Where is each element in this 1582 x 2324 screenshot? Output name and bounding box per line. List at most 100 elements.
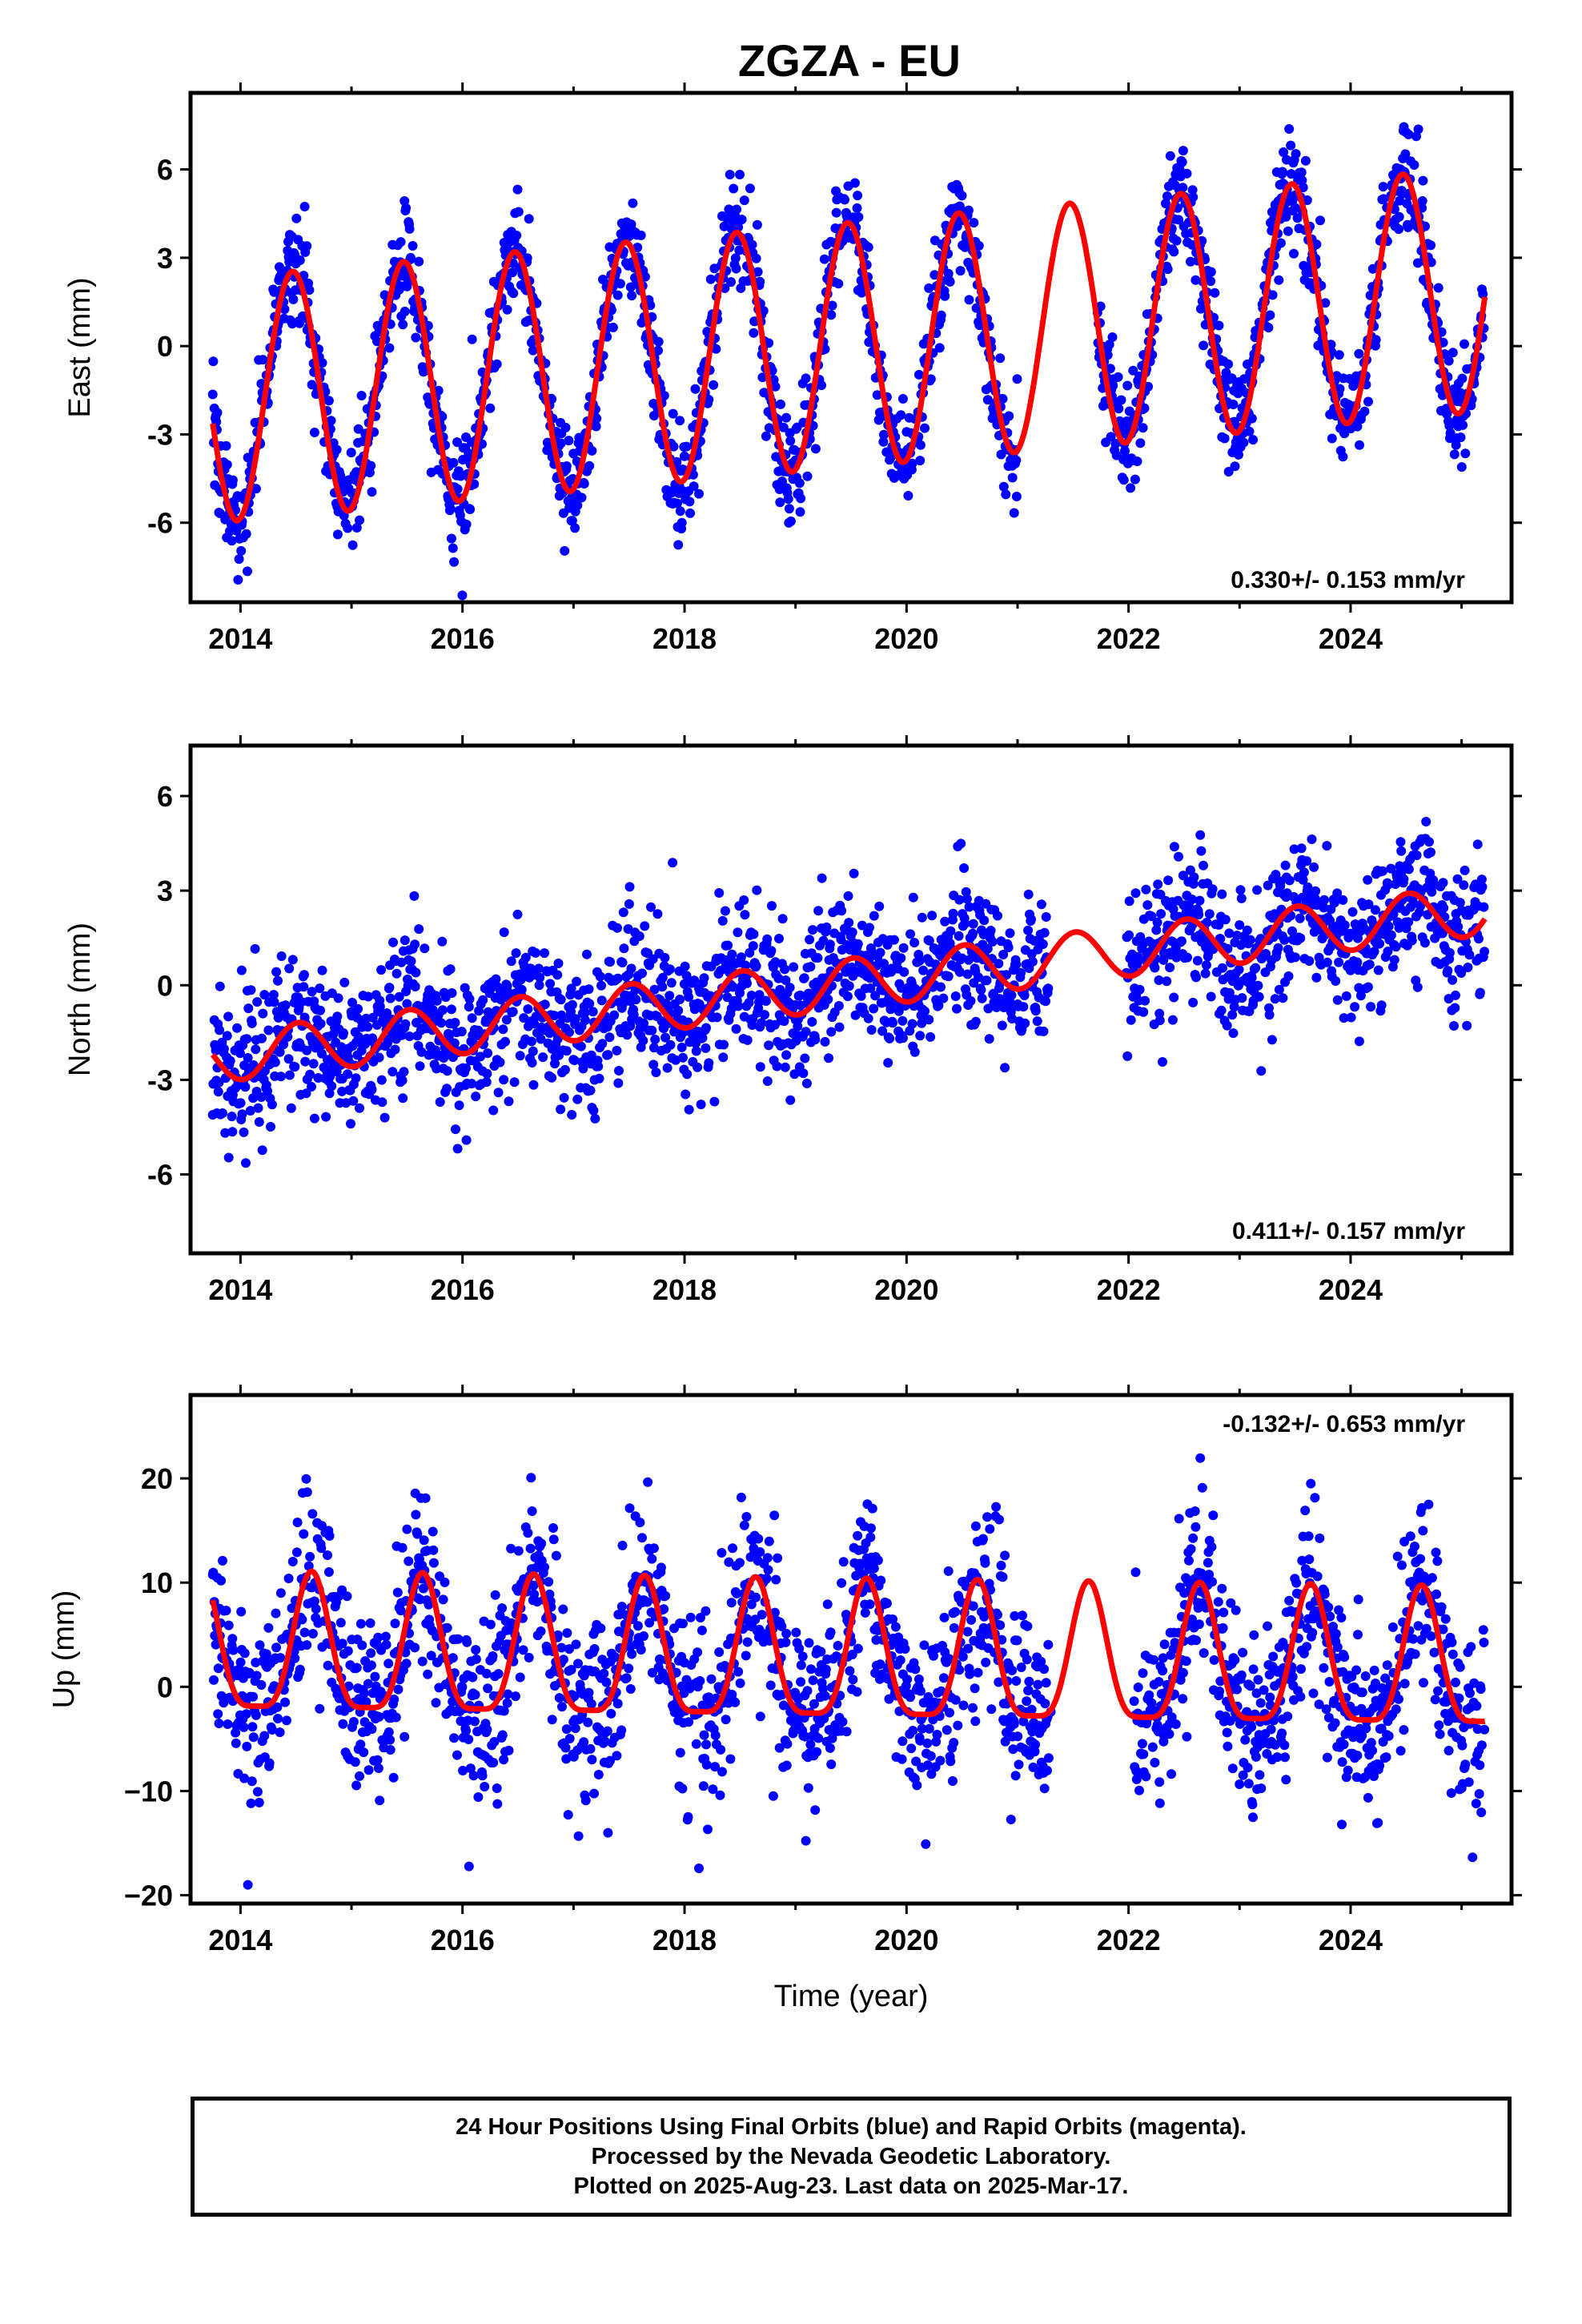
data-point xyxy=(540,1562,549,1572)
data-point xyxy=(805,962,816,972)
data-point xyxy=(544,1577,554,1587)
data-point xyxy=(1394,224,1404,235)
data-point xyxy=(268,990,279,1000)
data-point xyxy=(420,943,430,954)
data-point xyxy=(1403,864,1414,875)
data-point xyxy=(1191,275,1201,285)
data-point xyxy=(943,971,954,982)
data-point xyxy=(1327,433,1337,444)
data-point xyxy=(253,1103,263,1113)
data-point xyxy=(385,993,396,1003)
data-point xyxy=(287,955,298,965)
data-point xyxy=(440,1577,450,1587)
data-point xyxy=(240,1082,251,1092)
data-point xyxy=(601,1677,612,1687)
data-point xyxy=(400,935,410,946)
data-point xyxy=(301,1474,311,1484)
data-point xyxy=(239,1722,249,1732)
data-point xyxy=(227,1634,238,1644)
data-point xyxy=(760,1010,769,1020)
data-point xyxy=(1283,971,1294,981)
data-point xyxy=(898,943,909,953)
data-point xyxy=(849,178,860,188)
data-point xyxy=(254,1797,264,1807)
data-point xyxy=(747,239,757,250)
data-point xyxy=(461,1063,471,1073)
data-point xyxy=(504,1096,514,1107)
data-point xyxy=(1389,955,1399,965)
data-point xyxy=(1459,880,1469,891)
data-point xyxy=(536,1034,546,1044)
data-point xyxy=(585,1743,596,1754)
data-point xyxy=(1186,256,1195,267)
data-point xyxy=(1407,935,1417,946)
data-point xyxy=(762,934,773,944)
data-point xyxy=(428,1545,439,1555)
data-point xyxy=(258,1008,268,1019)
data-point xyxy=(591,421,601,432)
data-point xyxy=(1152,917,1162,927)
east-y-axis-label: East (mm) xyxy=(63,277,97,417)
data-point xyxy=(963,205,974,215)
data-point xyxy=(445,504,456,514)
data-point xyxy=(745,183,755,194)
data-point xyxy=(684,1104,694,1115)
data-point xyxy=(350,1757,360,1767)
data-point xyxy=(557,1702,567,1712)
data-point xyxy=(311,1604,321,1614)
data-point xyxy=(1165,963,1175,973)
data-point xyxy=(1116,395,1126,405)
data-point xyxy=(275,1727,285,1738)
data-point xyxy=(1338,452,1348,462)
data-point xyxy=(402,999,412,1009)
data-point xyxy=(1311,239,1322,250)
data-point xyxy=(483,1048,493,1059)
data-point xyxy=(236,965,247,975)
data-point xyxy=(593,1061,604,1072)
data-point xyxy=(536,1538,547,1549)
data-point xyxy=(927,911,938,921)
y-tick-label: 6 xyxy=(157,154,173,187)
data-point xyxy=(1248,435,1259,445)
data-point xyxy=(509,1077,520,1088)
data-point xyxy=(852,203,862,213)
data-point xyxy=(1403,129,1414,139)
data-point xyxy=(490,1590,500,1600)
data-point xyxy=(528,1046,538,1056)
data-point xyxy=(524,1652,534,1663)
data-point xyxy=(235,1657,246,1667)
data-point xyxy=(770,381,781,392)
data-point xyxy=(731,263,741,274)
data-point xyxy=(508,288,519,299)
data-point xyxy=(1290,952,1300,963)
data-point xyxy=(410,939,420,950)
data-point xyxy=(752,885,762,895)
data-point xyxy=(799,973,809,983)
data-point xyxy=(385,1745,396,1755)
data-point xyxy=(596,995,607,1006)
data-point xyxy=(869,1003,879,1014)
data-point xyxy=(387,1067,398,1077)
x-tick-label: 2022 xyxy=(1097,1273,1161,1306)
data-point xyxy=(616,1602,627,1612)
data-point xyxy=(383,1659,394,1669)
data-point xyxy=(323,1055,332,1065)
data-point xyxy=(1169,247,1179,257)
data-point xyxy=(316,1048,327,1059)
data-point xyxy=(478,995,488,1005)
data-point xyxy=(1156,909,1166,919)
data-point xyxy=(694,489,704,499)
data-point xyxy=(920,423,930,433)
data-point xyxy=(1279,147,1289,157)
data-point xyxy=(1036,899,1046,910)
north-plot-area xyxy=(207,817,1490,1168)
data-point xyxy=(606,1708,616,1719)
data-point xyxy=(1016,967,1026,978)
data-point xyxy=(733,1001,744,1011)
data-point xyxy=(438,1594,448,1605)
data-point xyxy=(665,964,675,975)
data-point xyxy=(376,965,387,975)
data-point xyxy=(1307,834,1317,844)
data-point xyxy=(778,422,789,432)
data-point xyxy=(236,1606,247,1617)
